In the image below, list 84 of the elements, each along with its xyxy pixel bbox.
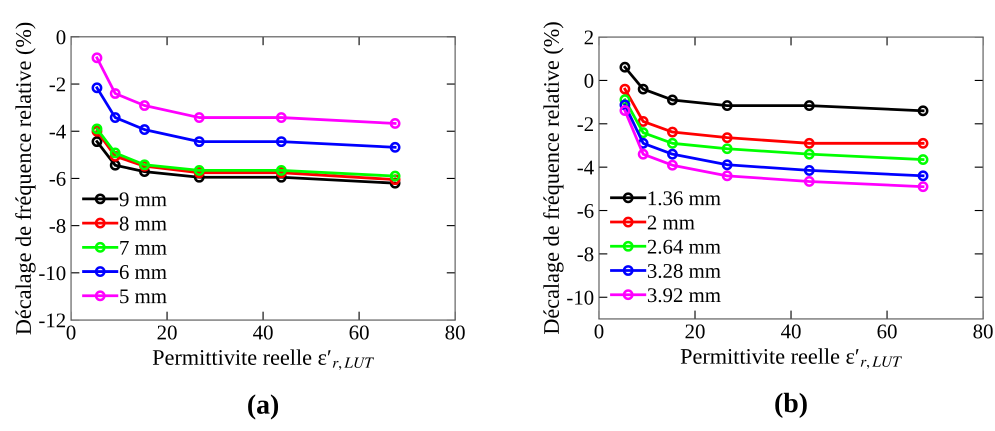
point: [918, 170, 928, 182]
point: [276, 136, 287, 148]
legend-label: 3.92 mm: [648, 288, 721, 302]
x-tick-label: 80: [445, 325, 465, 340]
point: [638, 116, 649, 127]
legend-label: 7 mm: [120, 240, 167, 255]
y-axis-title: Décalage de fréquence relative (%): [543, 22, 564, 334]
x-tick-label: 0: [66, 325, 76, 340]
point: [722, 143, 733, 154]
point: [390, 142, 401, 153]
legend-label: 2.64 mm: [648, 240, 721, 254]
point: [667, 126, 678, 138]
point: [722, 100, 733, 111]
legend-label: 5 mm: [120, 289, 167, 304]
x-tick-label: 0: [594, 324, 604, 338]
point: [667, 160, 678, 171]
y-tick-label: -8: [578, 247, 594, 262]
point: [667, 148, 678, 160]
point: [110, 112, 121, 123]
y-tick-label: -6: [50, 172, 66, 186]
point: [390, 170, 401, 182]
legend-label: 1.36 mm: [648, 191, 721, 206]
point: [722, 159, 733, 170]
point: [390, 118, 401, 129]
point: [918, 138, 928, 149]
y-tick-label: -2: [50, 77, 66, 92]
point: [92, 136, 102, 148]
point: [918, 154, 928, 165]
point: [92, 123, 102, 134]
point: [804, 138, 815, 149]
text: (b): [775, 392, 807, 418]
point: [110, 148, 121, 158]
y-tick-label: 0: [584, 74, 594, 88]
y-tick-label: -10: [39, 266, 66, 280]
legend-label: 8 mm: [120, 216, 167, 231]
point: [92, 82, 102, 94]
point: [620, 62, 630, 73]
point: [139, 124, 150, 136]
point: [620, 84, 630, 95]
point: [918, 105, 928, 116]
legend-label: 2 mm: [648, 216, 695, 230]
legend-label: 9 mm: [120, 192, 167, 206]
y-tick-label: -4: [578, 160, 594, 174]
point: [667, 94, 678, 106]
y-tick-label: 0: [56, 30, 66, 44]
point: [918, 181, 928, 192]
point: [638, 148, 649, 160]
point: [804, 100, 815, 111]
point: [667, 138, 678, 149]
point: [92, 52, 102, 64]
y-tick-label: -6: [578, 204, 594, 218]
y-tick-label: -4: [50, 124, 66, 138]
y-tick-label: -12: [39, 313, 66, 328]
point: [194, 112, 205, 123]
point: [110, 88, 121, 99]
point: [194, 164, 205, 176]
point: [276, 112, 287, 123]
x-tick-label: 40: [253, 325, 273, 340]
point: [638, 84, 649, 95]
point: [194, 136, 205, 148]
point: [722, 132, 733, 144]
point: [804, 164, 815, 176]
point: [620, 105, 630, 116]
y-tick-label: -8: [50, 219, 66, 234]
point: [722, 170, 733, 182]
y-tick-label: -2: [578, 117, 593, 132]
point: [804, 148, 815, 160]
y-tick-label: -10: [567, 290, 594, 305]
point: [139, 100, 150, 111]
y-axis-title: Décalage de fréquence relative (%): [15, 22, 36, 334]
x-tick-label: 20: [686, 324, 705, 338]
x-axis-title: Permittivite reelle ε′$_{r,LUT}$: [680, 348, 902, 369]
point: [276, 164, 287, 176]
x-tick-label: 60: [878, 324, 897, 338]
x-tick-label: 80: [973, 324, 993, 338]
x-tick-label: 60: [350, 325, 369, 340]
x-axis-title: Permittivite reelle ε′$_{r,LUT}$: [152, 349, 374, 370]
x-tick-label: 20: [158, 325, 177, 340]
legend-label: 6 mm: [120, 265, 167, 280]
y-tick-label: 2: [584, 30, 593, 44]
legend-label: 3.28 mm: [648, 264, 721, 278]
point: [804, 176, 815, 187]
x-tick-label: 40: [781, 324, 801, 338]
text: (a): [248, 394, 278, 420]
